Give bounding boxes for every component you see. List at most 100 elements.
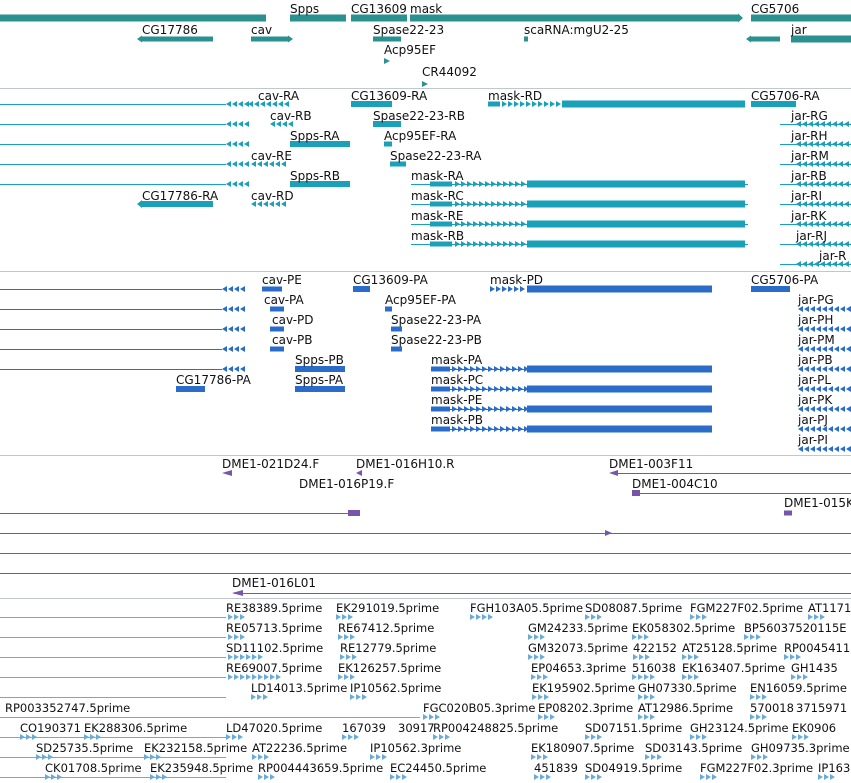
est-mark[interactable] [162,774,167,780]
transcript-exon[interactable] [556,101,561,107]
transcript-exon[interactable] [248,101,253,107]
transcript-label[interactable]: Spase22-23-RB [373,109,465,123]
transcript-exon[interactable] [244,101,249,107]
transcript-exon[interactable] [521,241,526,247]
clone-mark[interactable] [232,590,243,596]
protein-segment[interactable] [228,346,233,352]
est-mark[interactable] [234,614,239,620]
protein-segment[interactable] [500,386,505,392]
est-label[interactable]: EK291019.5prime [336,601,440,615]
transcript-exon[interactable] [826,121,831,127]
transcript-exon[interactable] [275,161,280,167]
est-mark[interactable] [370,754,375,760]
est-mark[interactable] [356,694,361,700]
protein-segment[interactable] [810,346,815,352]
transcript-exon[interactable] [244,141,249,147]
gene-label-cg17786[interactable]: CG17786 [142,23,198,37]
est-mark[interactable] [57,774,62,780]
est-mark[interactable] [591,734,596,740]
protein-segment[interactable] [822,346,827,352]
est-mark[interactable] [350,634,355,640]
protein-label[interactable]: Spase22-23-PB [391,333,482,347]
est-label[interactable]: FGM227F02.3prime [700,761,814,775]
protein-segment[interactable] [353,286,370,292]
transcript-exon[interactable] [844,181,849,187]
protein-segment[interactable] [482,426,487,432]
est-label[interactable]: FGH103A05.5prime [470,601,584,615]
protein-label[interactable]: cav-PE [262,273,302,287]
est-label[interactable]: 516038 [632,661,676,675]
est-mark[interactable] [696,734,701,740]
est-mark[interactable] [814,614,819,620]
protein-segment[interactable] [834,366,839,372]
est-label[interactable]: AT25128.5prime [682,641,778,655]
transcript-exon[interactable] [257,201,262,207]
protein-segment[interactable] [228,306,233,312]
transcript-exon[interactable] [832,181,837,187]
protein-segment[interactable] [270,326,284,332]
protein-segment[interactable] [846,306,851,312]
gene-bar[interactable] [142,36,213,42]
est-mark[interactable] [228,614,233,620]
transcript-exon[interactable] [844,201,849,207]
transcript-exon[interactable] [832,121,837,127]
protein-segment[interactable] [488,366,493,372]
est-label[interactable]: CO190371 [20,721,81,735]
est-mark[interactable] [638,714,643,720]
protein-segment[interactable] [458,426,463,432]
transcript-label[interactable]: cav-RA [258,89,300,103]
transcript-exon[interactable] [826,161,831,167]
protein-segment[interactable] [816,386,821,392]
protein-segment[interactable] [822,326,827,332]
protein-segment[interactable] [222,286,227,292]
gene-label-cg5706[interactable]: CG5706 [751,2,800,16]
est-label[interactable]: 3715971 [796,701,848,715]
transcript-exon[interactable] [808,121,813,127]
transcript-exon[interactable] [838,221,843,227]
transcript-exon[interactable] [832,201,837,207]
gene-bar-arrow[interactable] [746,35,751,43]
est-label[interactable]: GH1435 [791,661,838,675]
est-mark[interactable] [792,734,797,740]
est-mark[interactable] [488,614,493,620]
est-mark[interactable] [258,654,263,660]
gene-label-cr44092[interactable]: CR44092 [422,65,477,79]
protein-segment[interactable] [234,366,239,372]
est-mark[interactable] [156,754,161,760]
protein-segment[interactable] [431,426,450,432]
protein-segment[interactable] [816,346,821,352]
protein-segment[interactable] [816,446,821,452]
est-mark[interactable] [252,674,257,680]
transcript-exon[interactable] [473,241,478,247]
protein-segment[interactable] [496,286,501,292]
transcript-exon[interactable] [838,161,843,167]
transcript-exon[interactable] [467,241,472,247]
est-mark[interactable] [650,674,655,680]
est-mark[interactable] [252,654,257,660]
protein-segment[interactable] [494,366,499,372]
gene-bar[interactable] [751,14,851,22]
transcript-exon[interactable] [802,201,807,207]
est-mark[interactable] [762,714,767,720]
gene-label-jar[interactable]: jar [791,23,807,37]
protein-segment[interactable] [828,306,833,312]
est-mark[interactable] [433,734,438,740]
transcript-exon[interactable] [820,161,825,167]
transcript-exon[interactable] [538,101,543,107]
protein-label[interactable]: jar-PJ [798,413,828,427]
transcript-exon[interactable] [802,121,807,127]
est-mark[interactable] [585,774,590,780]
protein-segment[interactable] [476,426,481,432]
est-label[interactable]: EK288306.5prime [84,721,188,735]
est-label[interactable]: EK126257.5prime [338,661,442,675]
protein-segment[interactable] [798,426,803,432]
gene-tick[interactable] [384,58,390,64]
est-mark[interactable] [336,614,341,620]
protein-segment[interactable] [295,366,345,372]
protein-segment[interactable] [524,406,529,412]
protein-segment[interactable] [234,286,239,292]
gene-label-cg13609[interactable]: CG13609 [351,2,407,16]
gene-bar-arrow[interactable] [137,35,142,43]
protein-segment[interactable] [834,446,839,452]
protein-segment[interactable] [527,425,712,433]
